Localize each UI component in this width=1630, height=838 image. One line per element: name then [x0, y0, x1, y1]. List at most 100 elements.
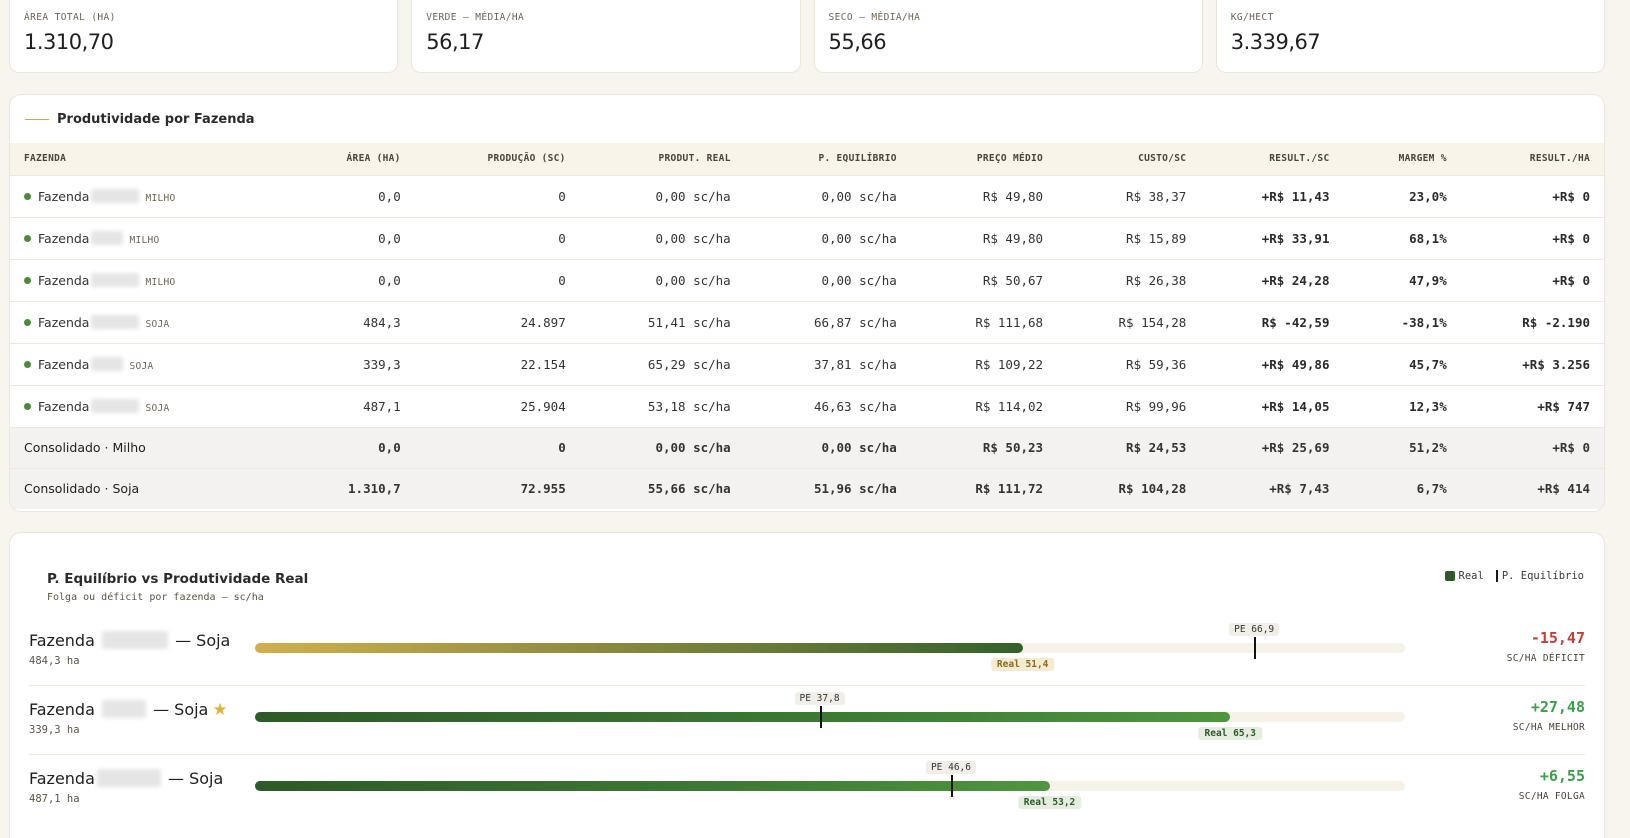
farm-name: Fazenda	[38, 188, 90, 204]
kpi-label: ÁREA TOTAL (HA)	[24, 12, 116, 23]
table-row[interactable]: Fazenda SOJA 487,1 25.904 53,18 sc/ha 46,…	[10, 384, 1604, 427]
preco-cell: R$ 114,02	[910, 384, 1058, 427]
status-dot-icon	[24, 318, 31, 326]
legend-pe-marker	[1495, 570, 1498, 582]
table-header-row: FAZENDA ÁREA (HA) PRODUÇÃO (SC) PRODUT. …	[10, 143, 1604, 175]
redacted-name	[91, 230, 124, 245]
result-ha-cell: +R$ 747	[1460, 384, 1604, 427]
kpi-label: KG/HECT	[1230, 12, 1274, 23]
break-even-chart-panel: P. Equilíbrio vs Produtividade Real Folg…	[9, 532, 1605, 838]
preco-cell: R$ 50,67	[910, 258, 1058, 301]
column-header[interactable]: RESULT./SC	[1200, 143, 1344, 175]
equilibrio-cell: 0,00 sc/ha	[744, 216, 911, 259]
area-cell: 484,3	[269, 300, 415, 343]
pe-label: PE 37,8	[794, 692, 845, 705]
farm-name: Fazenda	[38, 230, 90, 246]
pe-label: PE 46,6	[925, 761, 976, 774]
farm-prefix: Fazenda	[29, 700, 95, 719]
table-row[interactable]: Fazenda MILHO 0,0 0 0,00 sc/ha 0,00 sc/ha…	[10, 174, 1604, 217]
result-sc-cell: +R$ 24,28	[1200, 258, 1344, 301]
delta-label: SC/HA DÉFICIT	[1506, 653, 1585, 664]
margem-cell: 6,7%	[1343, 467, 1461, 509]
productivity-table: FAZENDA ÁREA (HA) PRODUÇÃO (SC) PRODUT. …	[10, 143, 1604, 509]
farm-cell: Fazenda SOJA	[10, 300, 270, 343]
result-ha-cell: +R$ 0	[1460, 258, 1604, 301]
kpi-value: 1.310,70	[24, 30, 114, 54]
margem-cell: 23,0%	[1343, 174, 1461, 217]
kpi-label: SECO — MÉDIA/HA	[828, 12, 921, 23]
producao-cell: 24.897	[414, 300, 580, 343]
preco-cell: R$ 49,80	[910, 216, 1058, 259]
farm-name: Fazenda	[38, 272, 90, 288]
producao-cell: 25.904	[414, 384, 580, 427]
farm-bar-row: Fazenda — Soja 487,1 ha PE 46,6 Real 53,…	[29, 761, 1585, 834]
result-sc-cell: +R$ 49,86	[1200, 342, 1344, 385]
status-dot-icon	[24, 276, 31, 284]
column-header[interactable]: PREÇO MÉDIO	[910, 143, 1058, 175]
kpi-card-kg-hect: KG/HECT 3.339,67	[1215, 0, 1605, 73]
column-header[interactable]: PRODUT. REAL	[579, 143, 745, 175]
redacted-name	[91, 356, 124, 371]
farm-area: 339,3 ha	[29, 724, 80, 736]
farm-suffix: — Soja	[175, 631, 231, 650]
margem-cell: 47,9%	[1343, 258, 1461, 301]
bar-track: PE 37,8 Real 65,3	[255, 692, 1405, 740]
farm-bar-row: Fazenda — Soja 484,3 ha PE 66,9 Real 51,…	[29, 623, 1585, 696]
crop-tag: MILHO	[145, 192, 176, 204]
column-header[interactable]: MARGEM %	[1343, 143, 1461, 175]
table-row[interactable]: Fazenda MILHO 0,0 0 0,00 sc/ha 0,00 sc/ha…	[10, 258, 1604, 301]
area-cell: 0,0	[269, 174, 415, 217]
result-ha-cell: +R$ 0	[1460, 174, 1604, 217]
crop-tag: SOJA	[145, 318, 170, 330]
kpi-card-verde-media: VERDE — MÉDIA/HA 56,17	[411, 0, 801, 73]
consolidated-label: Consolidado · Soja	[10, 467, 270, 509]
farm-name: Fazenda	[38, 398, 90, 414]
real-cell: 55,66 sc/ha	[579, 467, 745, 509]
margem-cell: 45,7%	[1343, 342, 1461, 385]
farm-cell: Fazenda SOJA	[10, 342, 270, 385]
consolidated-label: Consolidado · Milho	[10, 426, 270, 468]
delta-value: -15,47	[1530, 629, 1585, 647]
farm-title: Fazenda — Soja	[29, 769, 223, 788]
pe-marker	[950, 775, 953, 797]
producao-cell: 22.154	[414, 342, 580, 385]
preco-cell: R$ 111,72	[910, 467, 1058, 509]
column-header[interactable]: P. EQUILÍBRIO	[744, 143, 911, 175]
custo-cell: R$ 15,89	[1057, 216, 1201, 259]
farm-cell: Fazenda MILHO	[10, 258, 270, 301]
redacted-name	[101, 700, 146, 718]
equilibrio-cell: 46,63 sc/ha	[744, 384, 911, 427]
margem-cell: 12,3%	[1343, 384, 1461, 427]
column-header[interactable]: FAZENDA	[10, 143, 270, 175]
result-sc-cell: +R$ 33,91	[1200, 216, 1344, 259]
pe-marker	[1254, 637, 1257, 659]
column-header[interactable]: ÁREA (HA)	[269, 143, 415, 175]
table-row[interactable]: Fazenda SOJA 339,3 22.154 65,29 sc/ha 37,…	[10, 342, 1604, 385]
kpi-card-area-total: ÁREA TOTAL (HA) 1.310,70	[9, 0, 399, 73]
farm-suffix: — Soja	[153, 700, 209, 719]
redacted-name	[96, 769, 161, 787]
crop-tag: SOJA	[129, 360, 154, 372]
panel-title: Produtividade por Fazenda	[10, 95, 1604, 143]
column-header[interactable]: RESULT./HA	[1460, 143, 1604, 175]
bar-track: PE 66,9 Real 51,4	[255, 623, 1405, 671]
producao-cell: 0	[414, 216, 580, 259]
column-header[interactable]: PRODUÇÃO (SC)	[414, 143, 580, 175]
legend-real-label: Real	[1458, 570, 1484, 582]
chart-legend: Real P. Equilíbrio	[1444, 570, 1584, 582]
legend-pe-label: P. Equilíbrio	[1501, 570, 1584, 582]
table-row[interactable]: Fazenda SOJA 484,3 24.897 51,41 sc/ha 66,…	[10, 300, 1604, 343]
real-cell: 0,00 sc/ha	[579, 216, 745, 259]
farm-title: Fazenda — Soja ★	[29, 700, 228, 720]
column-header[interactable]: CUSTO/SC	[1057, 143, 1201, 175]
redacted-name	[91, 398, 140, 413]
kpi-card-seco-media: SECO — MÉDIA/HA 55,66	[813, 0, 1203, 73]
producao-cell: 0	[414, 426, 580, 468]
area-cell: 0,0	[269, 426, 415, 468]
farm-name: Fazenda	[38, 356, 90, 372]
farm-name: Fazenda	[38, 314, 90, 330]
crop-tag: SOJA	[145, 402, 170, 414]
table-row[interactable]: Fazenda MILHO 0,0 0 0,00 sc/ha 0,00 sc/ha…	[10, 216, 1604, 259]
result-ha-cell: +R$ 3.256	[1460, 342, 1604, 385]
margem-cell: 68,1%	[1343, 216, 1461, 259]
